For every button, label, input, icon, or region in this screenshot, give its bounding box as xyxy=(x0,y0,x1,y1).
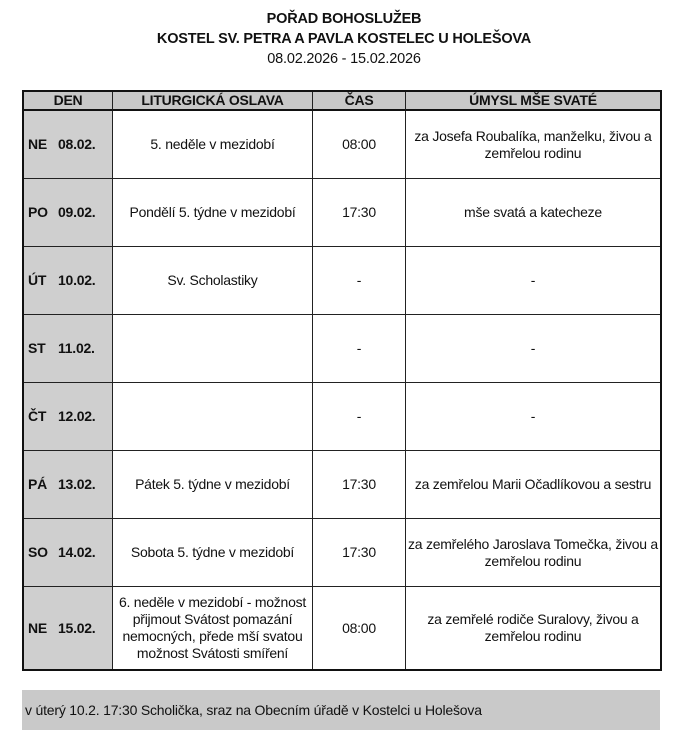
day-cell: ČT 12.02. xyxy=(24,383,113,451)
church-name: KOSTEL SV. PETRA A PAVLA KOSTELEC U HOLE… xyxy=(156,31,532,47)
day-date: 10.02. xyxy=(58,272,96,288)
time-cell: - xyxy=(313,247,406,315)
day-abbr: ÚT xyxy=(28,272,47,288)
column-header-intention: ÚMYSL MŠE SVATÉ xyxy=(406,92,660,111)
column-header-time: ČAS xyxy=(313,92,406,111)
day-cell: ST 11.02. xyxy=(24,315,113,383)
intention-cell: za zemřelého Jaroslava Tomečka, živou a … xyxy=(406,519,660,587)
announcement: v úterý 10.2. 17:30 Scholička, sraz na O… xyxy=(22,690,660,730)
schedule-table: DEN LITURGICKÁ OSLAVA ČAS ÚMYSL MŠE SVAT… xyxy=(22,90,662,671)
day-abbr: ČT xyxy=(28,408,47,424)
column-header-day: DEN xyxy=(24,92,113,111)
column-header-celebration: LITURGICKÁ OSLAVA xyxy=(113,92,313,111)
day-date: 08.02. xyxy=(58,136,96,152)
intention-cell: za zemřelé rodiče Suralovy, živou a zemř… xyxy=(427,611,639,644)
day-date: 14.02. xyxy=(58,544,96,560)
celebration-cell: Sv. Scholastiky xyxy=(113,247,313,315)
day-abbr: PÁ xyxy=(28,476,47,492)
time-cell: 17:30 xyxy=(313,519,406,587)
time-cell: - xyxy=(313,315,406,383)
day-date: 13.02. xyxy=(58,476,96,492)
intention-cell: - xyxy=(406,383,660,451)
intention-cell: za zemřelou Marii Očadlíkovou a sestru xyxy=(406,451,660,519)
celebration-cell: Pondělí 5. týdne v mezidobí xyxy=(113,179,313,247)
intention-cell: - xyxy=(406,247,660,315)
intention-cell: mše svatá a katecheze xyxy=(406,179,660,247)
celebration-cell: Sobota 5. týdne v mezidobí xyxy=(113,519,313,587)
day-cell: PÁ 13.02. xyxy=(24,451,113,519)
celebration-cell xyxy=(113,315,313,383)
time-cell: - xyxy=(313,383,406,451)
time-cell: 08:00 xyxy=(313,587,406,669)
celebration-cell xyxy=(113,383,313,451)
day-cell: NE 08.02. xyxy=(24,111,113,179)
day-abbr: NE xyxy=(28,136,47,152)
page-title: POŘAD BOHOSLUŽEB xyxy=(266,11,422,27)
day-date: 09.02. xyxy=(58,204,96,220)
time-cell: 17:30 xyxy=(313,179,406,247)
date-range: 08.02.2026 - 15.02.2026 xyxy=(267,51,421,67)
celebration-cell: 5. neděle v mezidobí xyxy=(113,111,313,179)
day-date: 15.02. xyxy=(58,619,96,636)
day-cell: PO 09.02. xyxy=(24,179,113,247)
day-abbr: ST xyxy=(28,340,46,356)
celebration-cell: 6. neděle v mezidobí - možnost přijmout … xyxy=(113,587,313,669)
intention-cell: za Josefa Roubalíka, manželku, živou a z… xyxy=(406,111,660,179)
day-abbr: SO xyxy=(28,544,48,560)
day-abbr: NE xyxy=(28,619,47,636)
day-cell: SO 14.02. xyxy=(24,519,113,587)
day-date: 12.02. xyxy=(58,408,96,424)
time-cell: 08:00 xyxy=(313,111,406,179)
day-abbr: PO xyxy=(28,204,48,220)
celebration-cell: Pátek 5. týdne v mezidobí xyxy=(113,451,313,519)
day-cell: ÚT 10.02. xyxy=(24,247,113,315)
intention-cell: - xyxy=(406,315,660,383)
time-cell: 17:30 xyxy=(313,451,406,519)
day-date: 11.02. xyxy=(58,340,95,356)
day-cell: NE 15.02. xyxy=(24,587,113,669)
